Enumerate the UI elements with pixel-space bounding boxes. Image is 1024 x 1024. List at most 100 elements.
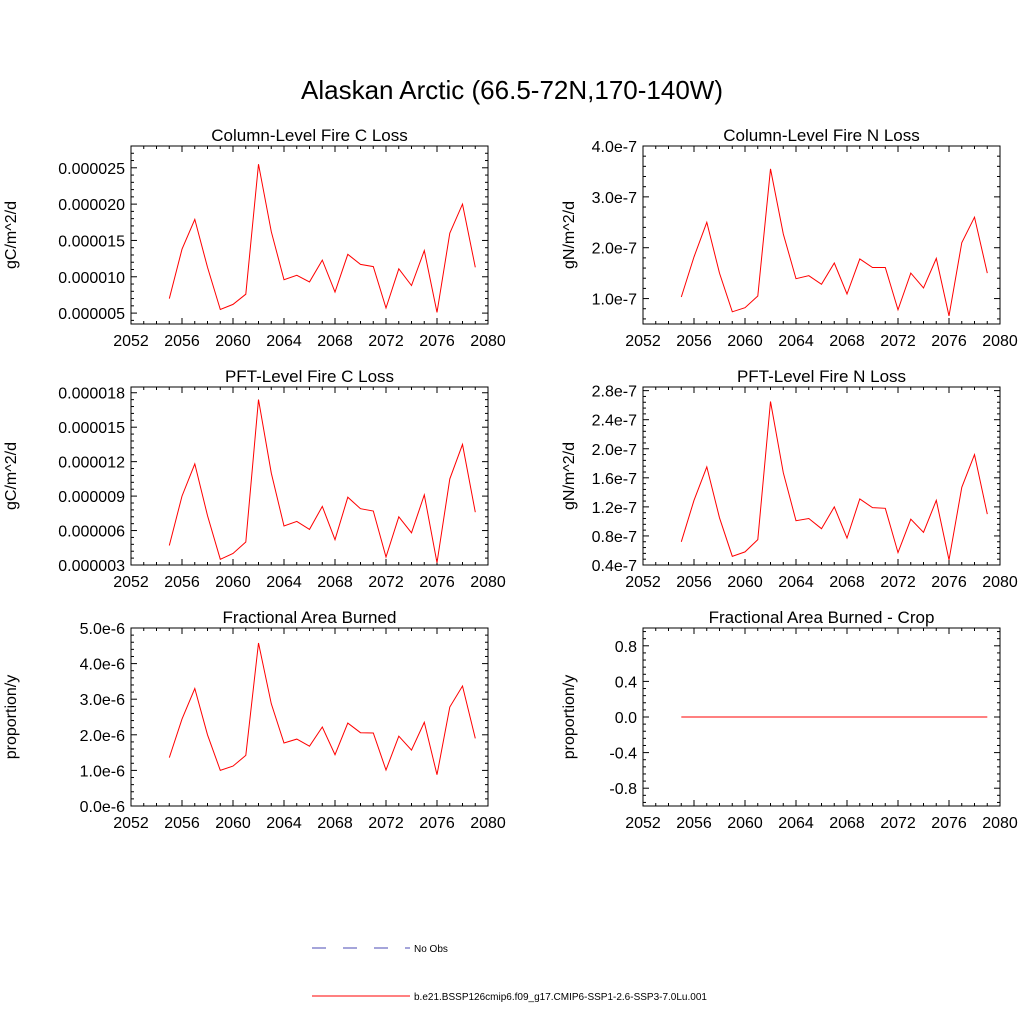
plot-frame [642,386,1001,566]
y-tick-label: 1.0e-6 [80,763,125,780]
x-tick-label: 2060 [215,574,251,591]
chart-panel-3: PFT-Level Fire N Loss 2052 2056 2060 2064 206… [561,367,1018,591]
y-tick-label: 2.4e-7 [592,413,637,430]
x-tick-label: 2080 [982,333,1018,350]
x-tick-label: 2060 [215,815,251,832]
x-tick-label: 2068 [317,574,353,591]
y-tick-label: 0.000025 [58,161,125,178]
x-tick-label: 2060 [215,333,251,350]
y-axis-label: proportion/y [561,675,578,760]
x-tick-label: 2072 [368,333,404,350]
y-tick-label: 2.0e-7 [592,442,637,459]
x-tick-label: 2072 [368,574,404,591]
y-tick-label: 0.000005 [58,306,125,323]
y-tick-label: 0.4 [615,674,637,691]
y-tick-label: 2.8e-7 [592,384,637,401]
y-tick-label: 1.6e-7 [592,471,637,488]
x-tick-label: 2072 [880,574,916,591]
plot-frame [130,627,489,807]
y-tick-label: -0.8 [609,781,637,798]
x-tick-label: 2056 [676,815,712,832]
x-tick-label: 2060 [727,574,763,591]
x-tick-label: 2060 [727,815,763,832]
y-axis-label: gN/m^2/d [561,201,578,269]
y-tick-label: 5.0e-6 [80,621,125,638]
chart-panel-1: Column-Level Fire N Loss 2052 2056 2060 2064… [561,126,1018,350]
x-tick-label: 2068 [829,815,865,832]
x-tick-label: 2080 [982,815,1018,832]
y-tick-label: 4.0e-7 [592,139,637,156]
x-tick-label: 2080 [470,815,506,832]
x-tick-label: 2064 [266,333,302,350]
series-line [680,168,988,317]
y-tick-label: 0.000009 [58,489,125,506]
plot-frame [130,386,489,566]
y-tick-label: 0.000012 [58,455,125,472]
chart-panel-2: PFT-Level Fire C Loss 2052 2056 2060 2064 206… [3,367,506,591]
x-tick-label: 2056 [164,574,200,591]
x-tick-label: 2064 [266,574,302,591]
y-tick-label: 2.0e-6 [80,728,125,745]
y-axis-label: gC/m^2/d [3,442,20,510]
x-tick-label: 2052 [113,815,149,832]
x-tick-label: 2080 [470,574,506,591]
y-tick-label: 0.8e-7 [592,529,637,546]
x-tick-label: 2056 [676,333,712,350]
x-tick-label: 2064 [778,815,814,832]
series-line [168,642,476,775]
legend-label-model: b.e21.BSSP126cmip6.f09_g17.CMIP6-SSP1-2.… [414,992,707,1003]
series-line [168,399,476,563]
x-tick-label: 2056 [164,815,200,832]
x-tick-label: 2052 [625,333,661,350]
x-tick-label: 2056 [164,333,200,350]
plot-frame [130,145,489,325]
y-tick-label: 0.000015 [58,420,125,437]
y-tick-label: 0.000006 [58,524,125,541]
x-tick-label: 2080 [982,574,1018,591]
chart-title: Fractional Area Burned [223,608,397,627]
x-tick-label: 2072 [880,815,916,832]
y-tick-label: 3.0e-7 [592,190,637,207]
series-line [680,401,988,561]
y-tick-label: 2.0e-7 [592,241,637,258]
x-tick-label: 2076 [931,815,967,832]
chart-panel-0: Column-Level Fire C Loss 2052 2056 2060 2064… [3,126,506,350]
x-tick-label: 2068 [829,333,865,350]
legend-label-no-obs: No Obs [414,944,448,955]
x-tick-label: 2068 [829,574,865,591]
series-line [168,164,476,313]
x-tick-label: 2076 [419,333,455,350]
y-tick-label: 0.4e-7 [592,558,637,575]
y-tick-label: -0.4 [609,746,637,763]
x-tick-label: 2068 [317,333,353,350]
x-tick-label: 2072 [368,815,404,832]
x-tick-label: 2056 [676,574,712,591]
y-tick-label: 0.000018 [58,386,125,403]
y-tick-label: 0.000020 [58,197,125,214]
x-tick-label: 2064 [778,333,814,350]
x-tick-label: 2076 [419,574,455,591]
y-tick-label: 0.0e-6 [80,799,125,816]
figure-title: Alaskan Arctic (66.5-72N,170-140W) [301,75,723,105]
plot-frame [642,145,1001,325]
y-tick-label: 1.2e-7 [592,500,637,517]
chart-panel-5: Fractional Area Burned - Crop 2052 2056 206… [561,608,1018,832]
x-tick-label: 2052 [113,574,149,591]
y-tick-label: 0.0 [615,710,637,727]
x-tick-label: 2060 [727,333,763,350]
y-tick-label: 0.000010 [58,270,125,287]
chart-title: Fractional Area Burned - Crop [709,608,935,627]
x-tick-label: 2052 [625,574,661,591]
chart-title: PFT-Level Fire C Loss [225,367,394,386]
x-tick-label: 2052 [113,333,149,350]
y-axis-label: gN/m^2/d [561,442,578,510]
panels: Column-Level Fire C Loss 2052 2056 2060 2064… [3,126,1018,832]
x-tick-label: 2076 [931,333,967,350]
chart-panel-4: Fractional Area Burned 2052 2056 2060 2064 20… [3,608,506,832]
x-tick-label: 2064 [266,815,302,832]
x-tick-label: 2076 [419,815,455,832]
y-tick-label: 1.0e-7 [592,292,637,309]
chart-title: PFT-Level Fire N Loss [737,367,906,386]
x-tick-label: 2080 [470,333,506,350]
